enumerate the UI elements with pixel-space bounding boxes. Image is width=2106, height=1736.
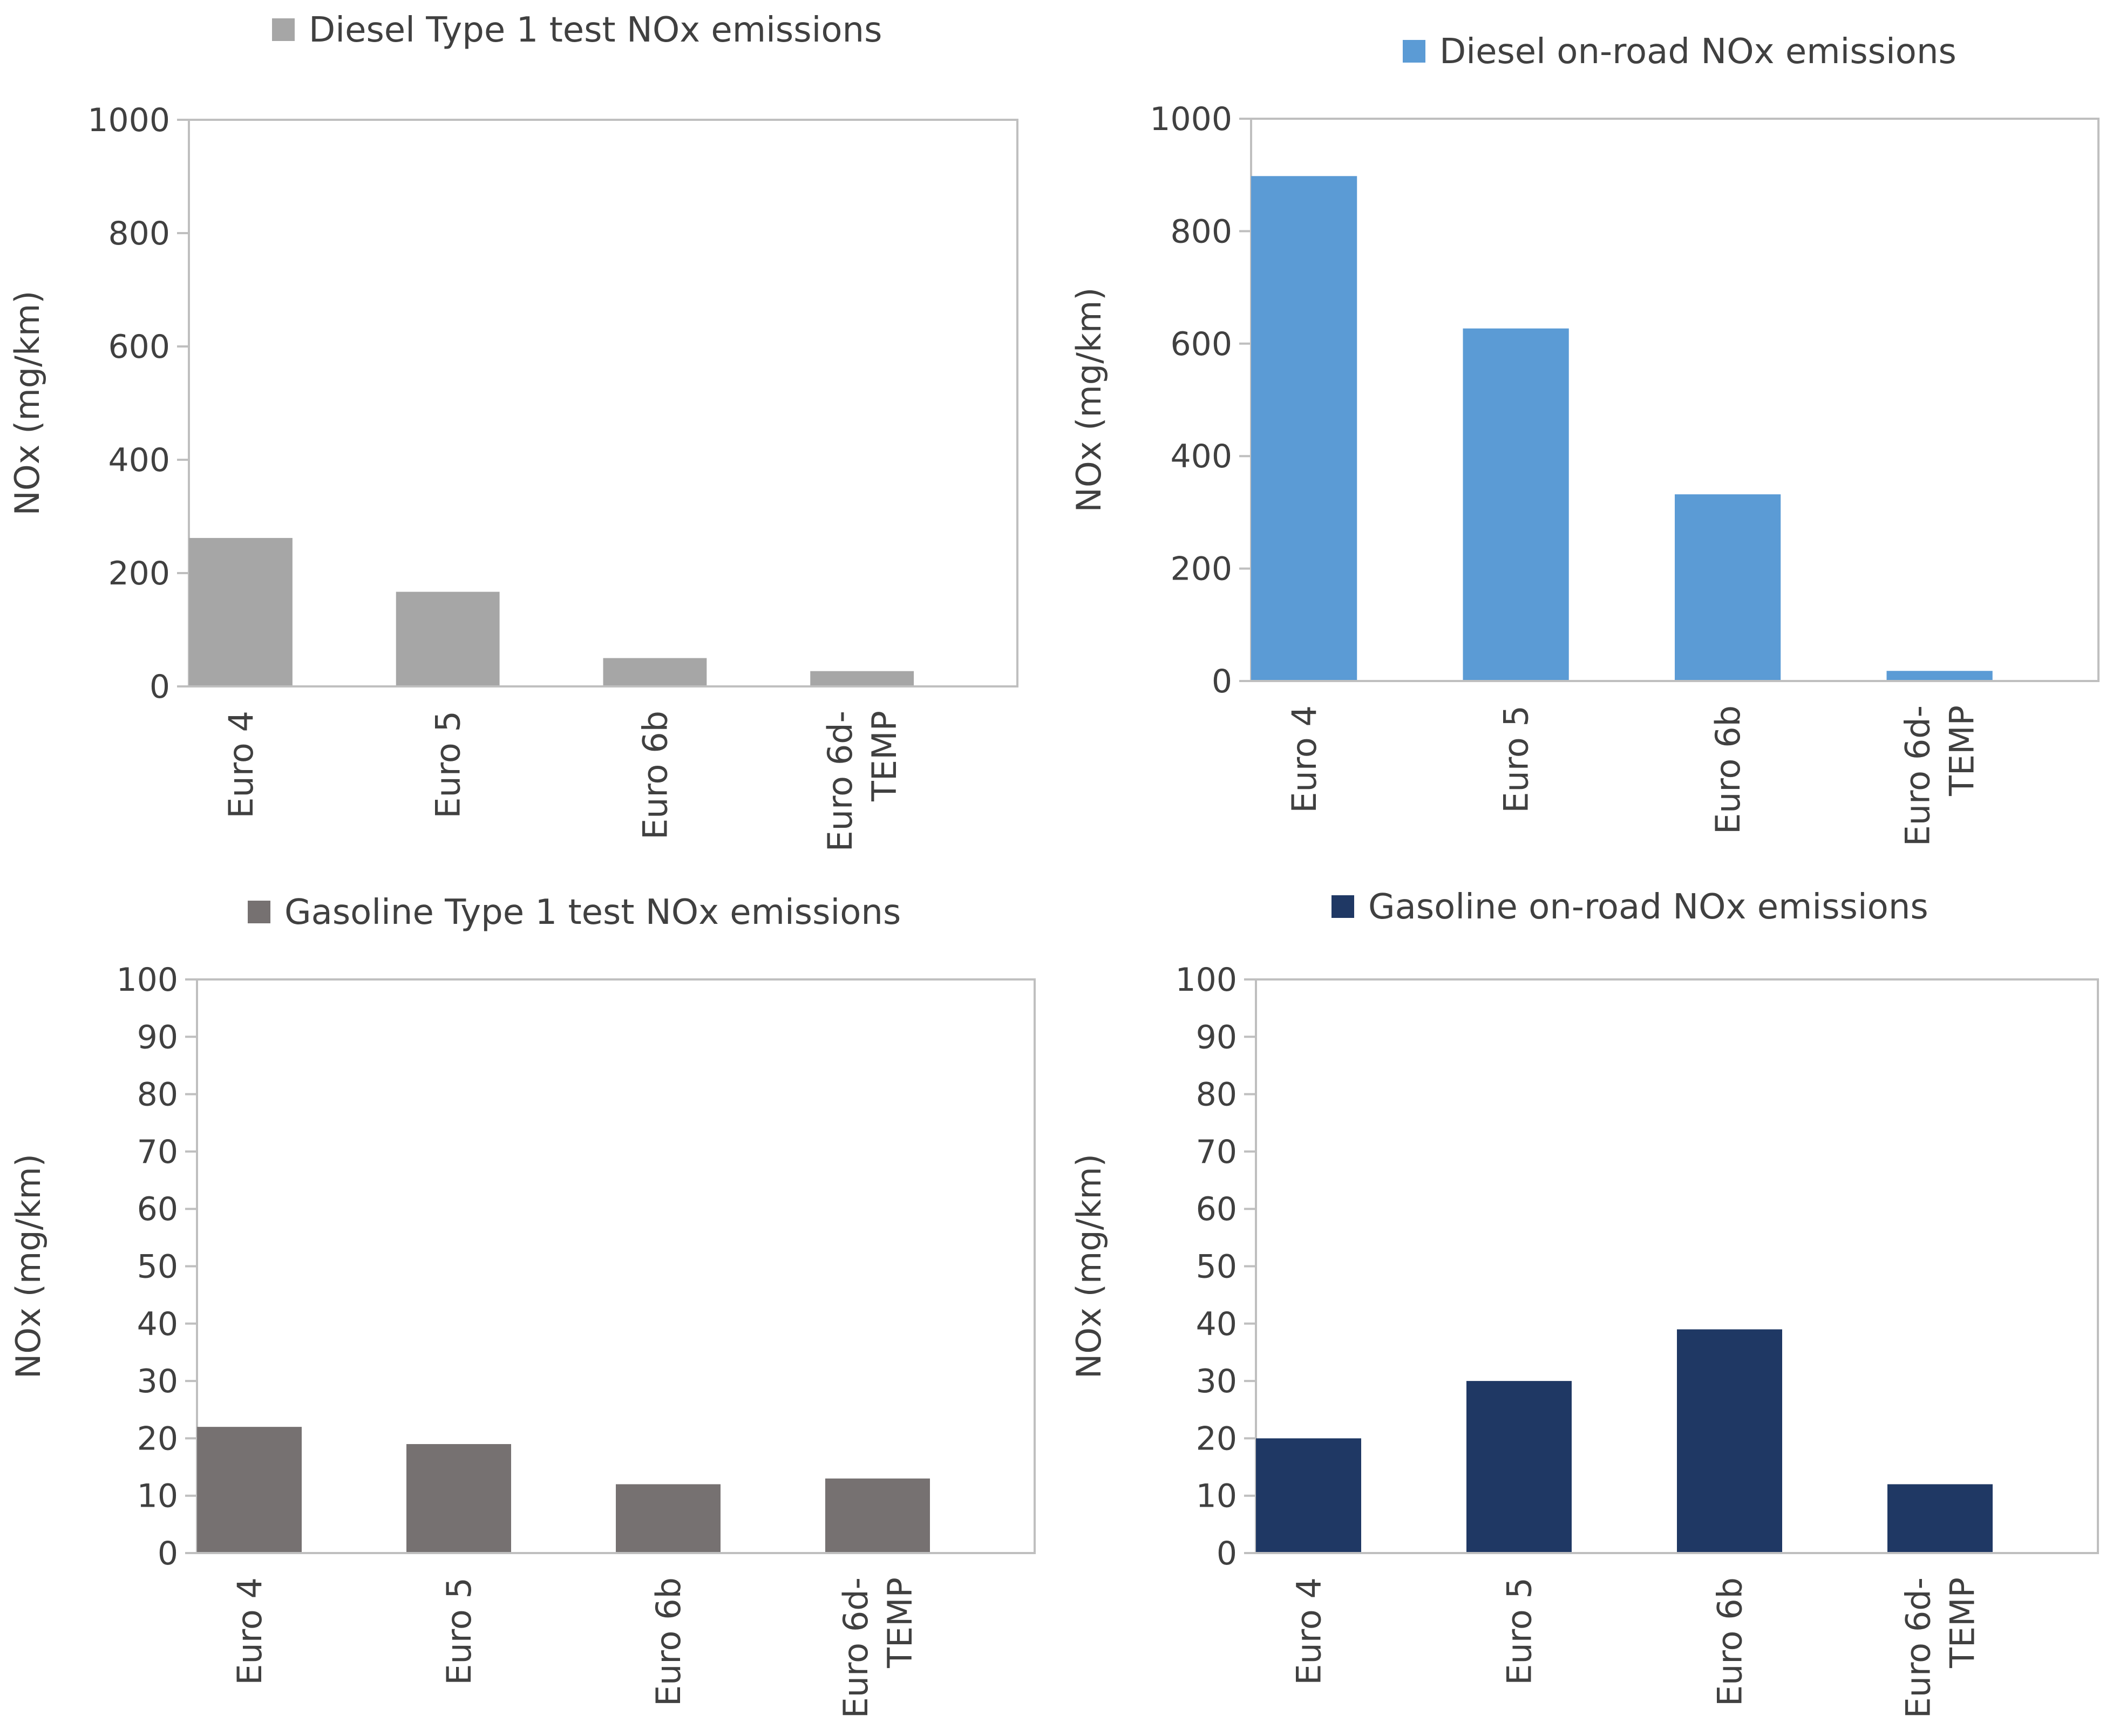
y-tick-label: 40	[137, 1305, 178, 1343]
bar-euro-4	[1251, 176, 1357, 681]
y-tick-label: 800	[108, 215, 170, 253]
chart-gasoline-type1: 0 10 20 30 40 50 60 70 80 90 100 Euro 4 Euro 5 Euro 6…	[9, 893, 1036, 1718]
bar-euro-4	[189, 537, 293, 686]
legend-label: Diesel on-road NOx emissions	[1439, 32, 1956, 72]
x-category-label: Euro 6b	[1708, 705, 1748, 834]
plot-area-border	[196, 978, 1036, 1554]
x-category-label: Euro 5	[429, 711, 468, 819]
y-tick-label: 10	[1196, 1478, 1237, 1515]
y-tick-label: 20	[1196, 1420, 1237, 1458]
y-tick-label: 200	[108, 555, 170, 593]
legend-label: Gasoline Type 1 test NOx emissions	[284, 893, 901, 932]
y-axis-title: NOx (mg/km)	[9, 1154, 48, 1379]
legend-swatch	[248, 901, 270, 923]
y-tick-label: 400	[1170, 438, 1232, 475]
x-category-label: Euro 6d- TEMP	[836, 1577, 920, 1718]
y-tick-label: 90	[1196, 1018, 1237, 1056]
y-tick-label: 70	[1196, 1133, 1237, 1171]
y-tick-label: 0	[150, 668, 170, 706]
bar-euro-4	[1256, 1438, 1361, 1553]
bar-euro-4	[197, 1427, 302, 1553]
y-axis-title: NOx (mg/km)	[1069, 288, 1109, 513]
chart-diesel-type1: 0 200 400 600 800 1000 Euro 4 Euro 5 Euro 6b Euro…	[8, 10, 1018, 852]
y-tick-label: 0	[158, 1535, 178, 1572]
y-tick-label: 100	[116, 961, 178, 999]
y-tick-label: 60	[1196, 1190, 1237, 1228]
legend-label: Gasoline on-road NOx emissions	[1368, 887, 1928, 927]
bar-euro-6d-temp	[810, 671, 914, 686]
y-tick-label: 30	[1196, 1363, 1237, 1400]
y-axis-title: NOx (mg/km)	[1069, 1154, 1109, 1379]
x-category-label: Euro 6b	[1710, 1577, 1750, 1706]
chart-diesel-onroad: 0 200 400 600 800 1000 Euro 4 Euro 5 Euro 6b Euro…	[1069, 32, 2100, 846]
chart-gasoline-onroad: 0 10 20 30 40 50 60 70 80 90 100 Euro 4 Euro 5 Euro 6…	[1069, 887, 2099, 1718]
x-category-label: Euro 6b	[649, 1577, 688, 1706]
y-tick-label: 40	[1196, 1305, 1237, 1343]
y-tick-label: 50	[1196, 1248, 1237, 1286]
y-tick-label: 50	[137, 1248, 178, 1286]
x-category-label: Euro 5	[1500, 1577, 1539, 1685]
legend-label: Diesel Type 1 test NOx emissions	[309, 10, 882, 50]
y-tick-label: 200	[1170, 550, 1232, 588]
x-category-label: Euro 6d- TEMP	[1898, 705, 1982, 846]
bar-euro-6b	[1675, 494, 1781, 681]
bar-euro-5	[1466, 1381, 1572, 1553]
y-tick-label: 1000	[1150, 100, 1232, 138]
bar-euro-6b	[1677, 1329, 1782, 1553]
y-tick-label: 0	[1217, 1535, 1237, 1572]
x-category-label: Euro 6d- TEMP	[820, 711, 904, 852]
x-category-label: Euro 4	[1285, 705, 1324, 813]
y-tick-label: 20	[137, 1420, 178, 1458]
x-category-label: Euro 5	[439, 1577, 479, 1685]
y-tick-label: 600	[1170, 325, 1232, 363]
y-tick-label: 600	[108, 328, 170, 366]
legend-swatch	[1331, 895, 1354, 918]
y-tick-label: 400	[108, 441, 170, 479]
x-category-label: Euro 6b	[635, 711, 675, 840]
y-tick-label: 80	[1196, 1076, 1237, 1114]
y-tick-label: 1000	[87, 101, 170, 139]
bar-euro-6d-temp	[1886, 671, 1993, 681]
y-tick-label: 0	[1212, 663, 1232, 700]
x-category-label: Euro 5	[1497, 705, 1536, 813]
y-tick-label: 30	[137, 1363, 178, 1400]
x-category-label: Euro 6d- TEMP	[1899, 1577, 1982, 1718]
plot-area-border	[188, 119, 1018, 687]
y-tick-label: 800	[1170, 213, 1232, 250]
y-axis-title: NOx (mg/km)	[8, 291, 47, 516]
x-category-label: Euro 4	[230, 1577, 269, 1685]
y-tick-label: 10	[137, 1478, 178, 1515]
bar-euro-6b	[616, 1484, 721, 1553]
y-tick-label: 80	[137, 1076, 178, 1114]
y-tick-label: 60	[137, 1190, 178, 1228]
bar-euro-6d-temp	[825, 1478, 930, 1553]
bar-euro-5	[406, 1444, 511, 1553]
legend-swatch	[1403, 40, 1425, 63]
y-tick-label: 90	[137, 1018, 178, 1056]
x-category-label: Euro 4	[1289, 1577, 1329, 1685]
bar-euro-6d-temp	[1887, 1484, 1993, 1553]
bar-euro-5	[396, 591, 500, 686]
x-category-label: Euro 4	[221, 711, 261, 819]
bar-euro-6b	[603, 658, 707, 686]
y-tick-label: 100	[1175, 961, 1237, 999]
bar-euro-5	[1463, 328, 1569, 681]
legend-swatch	[272, 18, 295, 41]
y-tick-label: 70	[137, 1133, 178, 1171]
